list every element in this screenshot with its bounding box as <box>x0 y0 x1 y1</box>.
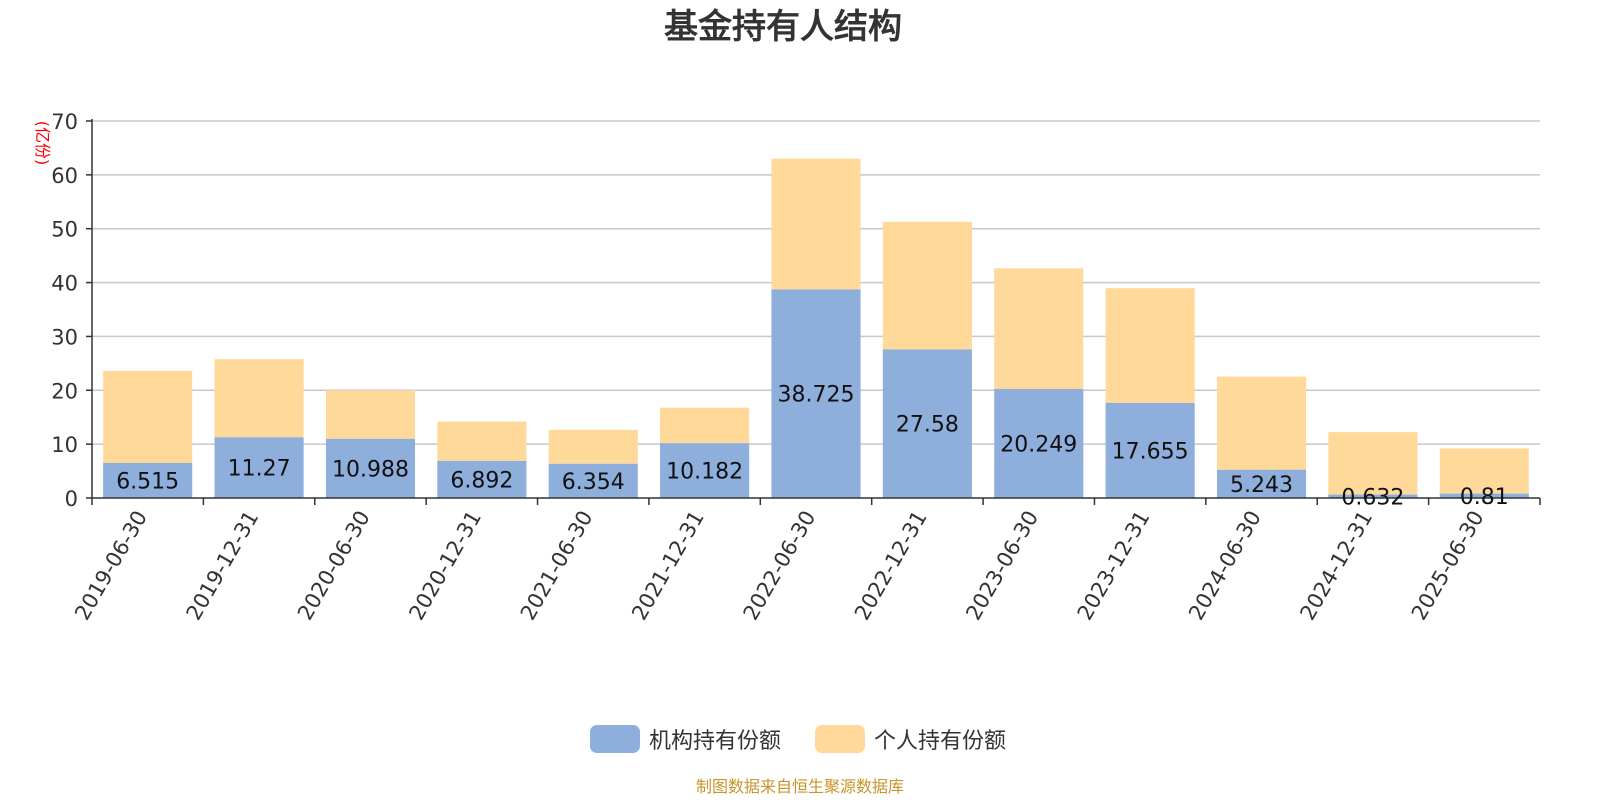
y-tick-label: 0 <box>65 487 78 511</box>
y-tick-label: 10 <box>51 433 78 457</box>
bar-institution-2020-06-30 <box>325 438 416 498</box>
bar-individual-2020-12-31 <box>437 421 527 461</box>
bar-individual-2023-12-31 <box>1105 288 1195 403</box>
legend: 机构持有份额 个人持有份额 <box>590 725 1006 754</box>
bar-individual-2020-06-30 <box>325 390 416 439</box>
bar-individual-2022-06-30 <box>771 158 861 290</box>
bar-individual-2021-12-31 <box>660 407 750 444</box>
legend-swatch-0 <box>590 725 640 753</box>
x-tick-label: 2019-06-30 <box>70 507 152 625</box>
y-tick-label: 70 <box>51 110 78 134</box>
x-tick-label: 2019-12-31 <box>182 507 264 625</box>
data-label-institution: 38.725 <box>778 383 855 408</box>
x-tick-label: 2024-12-31 <box>1295 507 1377 625</box>
data-label-institution: 0.81 <box>1460 485 1509 510</box>
y-tick-label: 60 <box>51 164 78 188</box>
bars <box>103 158 1529 498</box>
legend-swatch-1 <box>815 725 865 753</box>
bar-institution-2022-12-31 <box>882 349 972 498</box>
bar-individual-2019-12-31 <box>214 359 304 438</box>
x-tick-label: 2023-12-31 <box>1073 507 1155 625</box>
x-tick-label: 2021-12-31 <box>627 507 709 625</box>
legend-label-1: 个人持有份额 <box>874 729 1006 754</box>
bar-individual-2024-12-31 <box>1328 432 1418 495</box>
chart-title: 基金持有人结构 <box>664 7 902 47</box>
x-tick-label: 2022-06-30 <box>739 507 821 625</box>
y-tick-label: 20 <box>51 379 78 403</box>
data-label-institution: 6.354 <box>562 470 625 495</box>
data-label-institution: 17.655 <box>1112 439 1189 464</box>
x-tick-label: 2022-12-31 <box>850 507 932 625</box>
data-labels: 6.515 11.27 10.988 6.892 6.354 10.182 38.725 27… <box>116 383 1509 511</box>
bar-institution-2024-06-30 <box>1216 469 1307 498</box>
bar-institution-2021-12-31 <box>660 443 750 498</box>
bar-institution-2025-06-30 <box>1439 493 1529 498</box>
data-label-institution: 20.249 <box>1000 432 1077 457</box>
bar-individual-2019-06-30 <box>103 370 193 463</box>
bar-institution-2020-12-31 <box>437 460 527 498</box>
bar-institution-2022-06-30 <box>771 289 861 498</box>
data-label-institution: 10.988 <box>332 457 409 482</box>
bar-institution-2024-12-31 <box>1328 494 1418 498</box>
x-tick-label: 2023-06-30 <box>961 507 1043 625</box>
x-tick-label: 2024-06-30 <box>1184 507 1266 625</box>
y-axis-unit-label: (亿份) <box>33 121 52 166</box>
y-tick-label: 30 <box>51 325 78 349</box>
legend-label-0: 机构持有份额 <box>649 729 781 754</box>
data-label-institution: 0.632 <box>1341 485 1404 510</box>
data-label-institution: 27.58 <box>896 413 959 438</box>
source-note: 制图数据来自恒生聚源数据库 <box>696 777 904 796</box>
data-label-institution: 5.243 <box>1230 473 1293 498</box>
y-tick-label: 40 <box>51 272 78 296</box>
bar-institution-2019-06-30 <box>103 462 193 498</box>
bar-individual-2022-12-31 <box>882 221 972 350</box>
data-label-institution: 6.892 <box>450 468 513 493</box>
bar-individual-2021-06-30 <box>548 429 638 464</box>
bar-institution-2019-12-31 <box>214 437 304 498</box>
bar-individual-2025-06-30 <box>1439 448 1529 494</box>
bar-individual-2023-06-30 <box>994 268 1084 389</box>
data-label-institution: 11.27 <box>228 457 291 482</box>
bar-institution-2023-12-31 <box>1105 402 1195 498</box>
bar-institution-2023-06-30 <box>994 388 1084 498</box>
bar-individual-2024-06-30 <box>1216 376 1307 470</box>
x-tick-label: 2021-06-30 <box>516 507 598 625</box>
x-tick-label: 2025-06-30 <box>1407 507 1489 625</box>
x-tick-label: 2020-06-30 <box>293 507 375 625</box>
data-label-institution: 10.182 <box>666 460 743 485</box>
y-tick-label: 50 <box>51 218 78 242</box>
x-tick-label: 2020-12-31 <box>404 507 486 625</box>
bar-institution-2021-06-30 <box>548 463 638 498</box>
data-label-institution: 6.515 <box>116 469 179 494</box>
